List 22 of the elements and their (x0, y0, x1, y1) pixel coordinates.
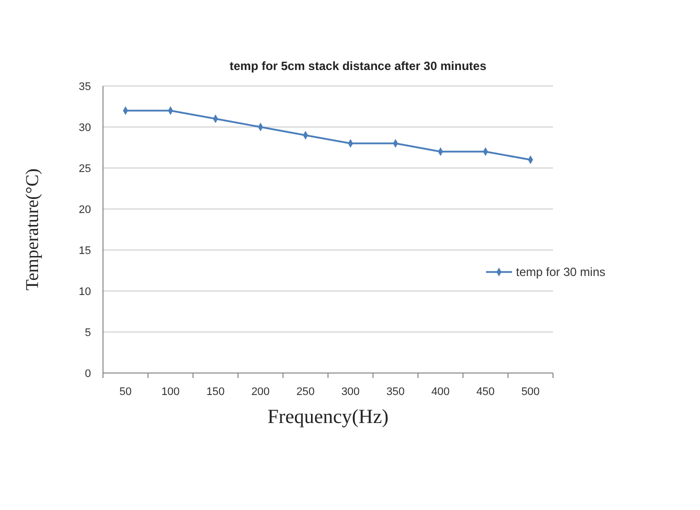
y-tick-label: 25 (78, 163, 91, 175)
x-tick-label: 250 (296, 386, 315, 398)
x-tick-label: 50 (119, 386, 132, 398)
x-tick-label: 200 (251, 386, 270, 398)
y-tick-label: 15 (78, 245, 91, 257)
y-tick-label: 35 (78, 81, 91, 93)
y-tick-label: 30 (78, 122, 91, 134)
x-tick-label: 300 (341, 386, 360, 398)
y-tick-label: 5 (84, 327, 91, 339)
x-tick-label: 450 (476, 386, 495, 398)
y-axis-title: Temperature(°C) (22, 168, 42, 290)
y-tick-label: 20 (78, 204, 91, 216)
y-tick-label: 10 (78, 286, 91, 298)
x-tick-label: 400 (431, 386, 450, 398)
x-tick-label: 350 (386, 386, 405, 398)
y-tick-label: 0 (84, 368, 91, 380)
chart-title: temp for 5cm stack distance after 30 minutes (230, 59, 487, 73)
x-tick-label: 500 (521, 386, 540, 398)
x-tick-label: 150 (206, 386, 225, 398)
x-tick-label: 100 (161, 386, 180, 398)
legend-label: temp for 30 mins (516, 265, 606, 279)
x-axis-title: Frequency(Hz) (267, 406, 389, 428)
